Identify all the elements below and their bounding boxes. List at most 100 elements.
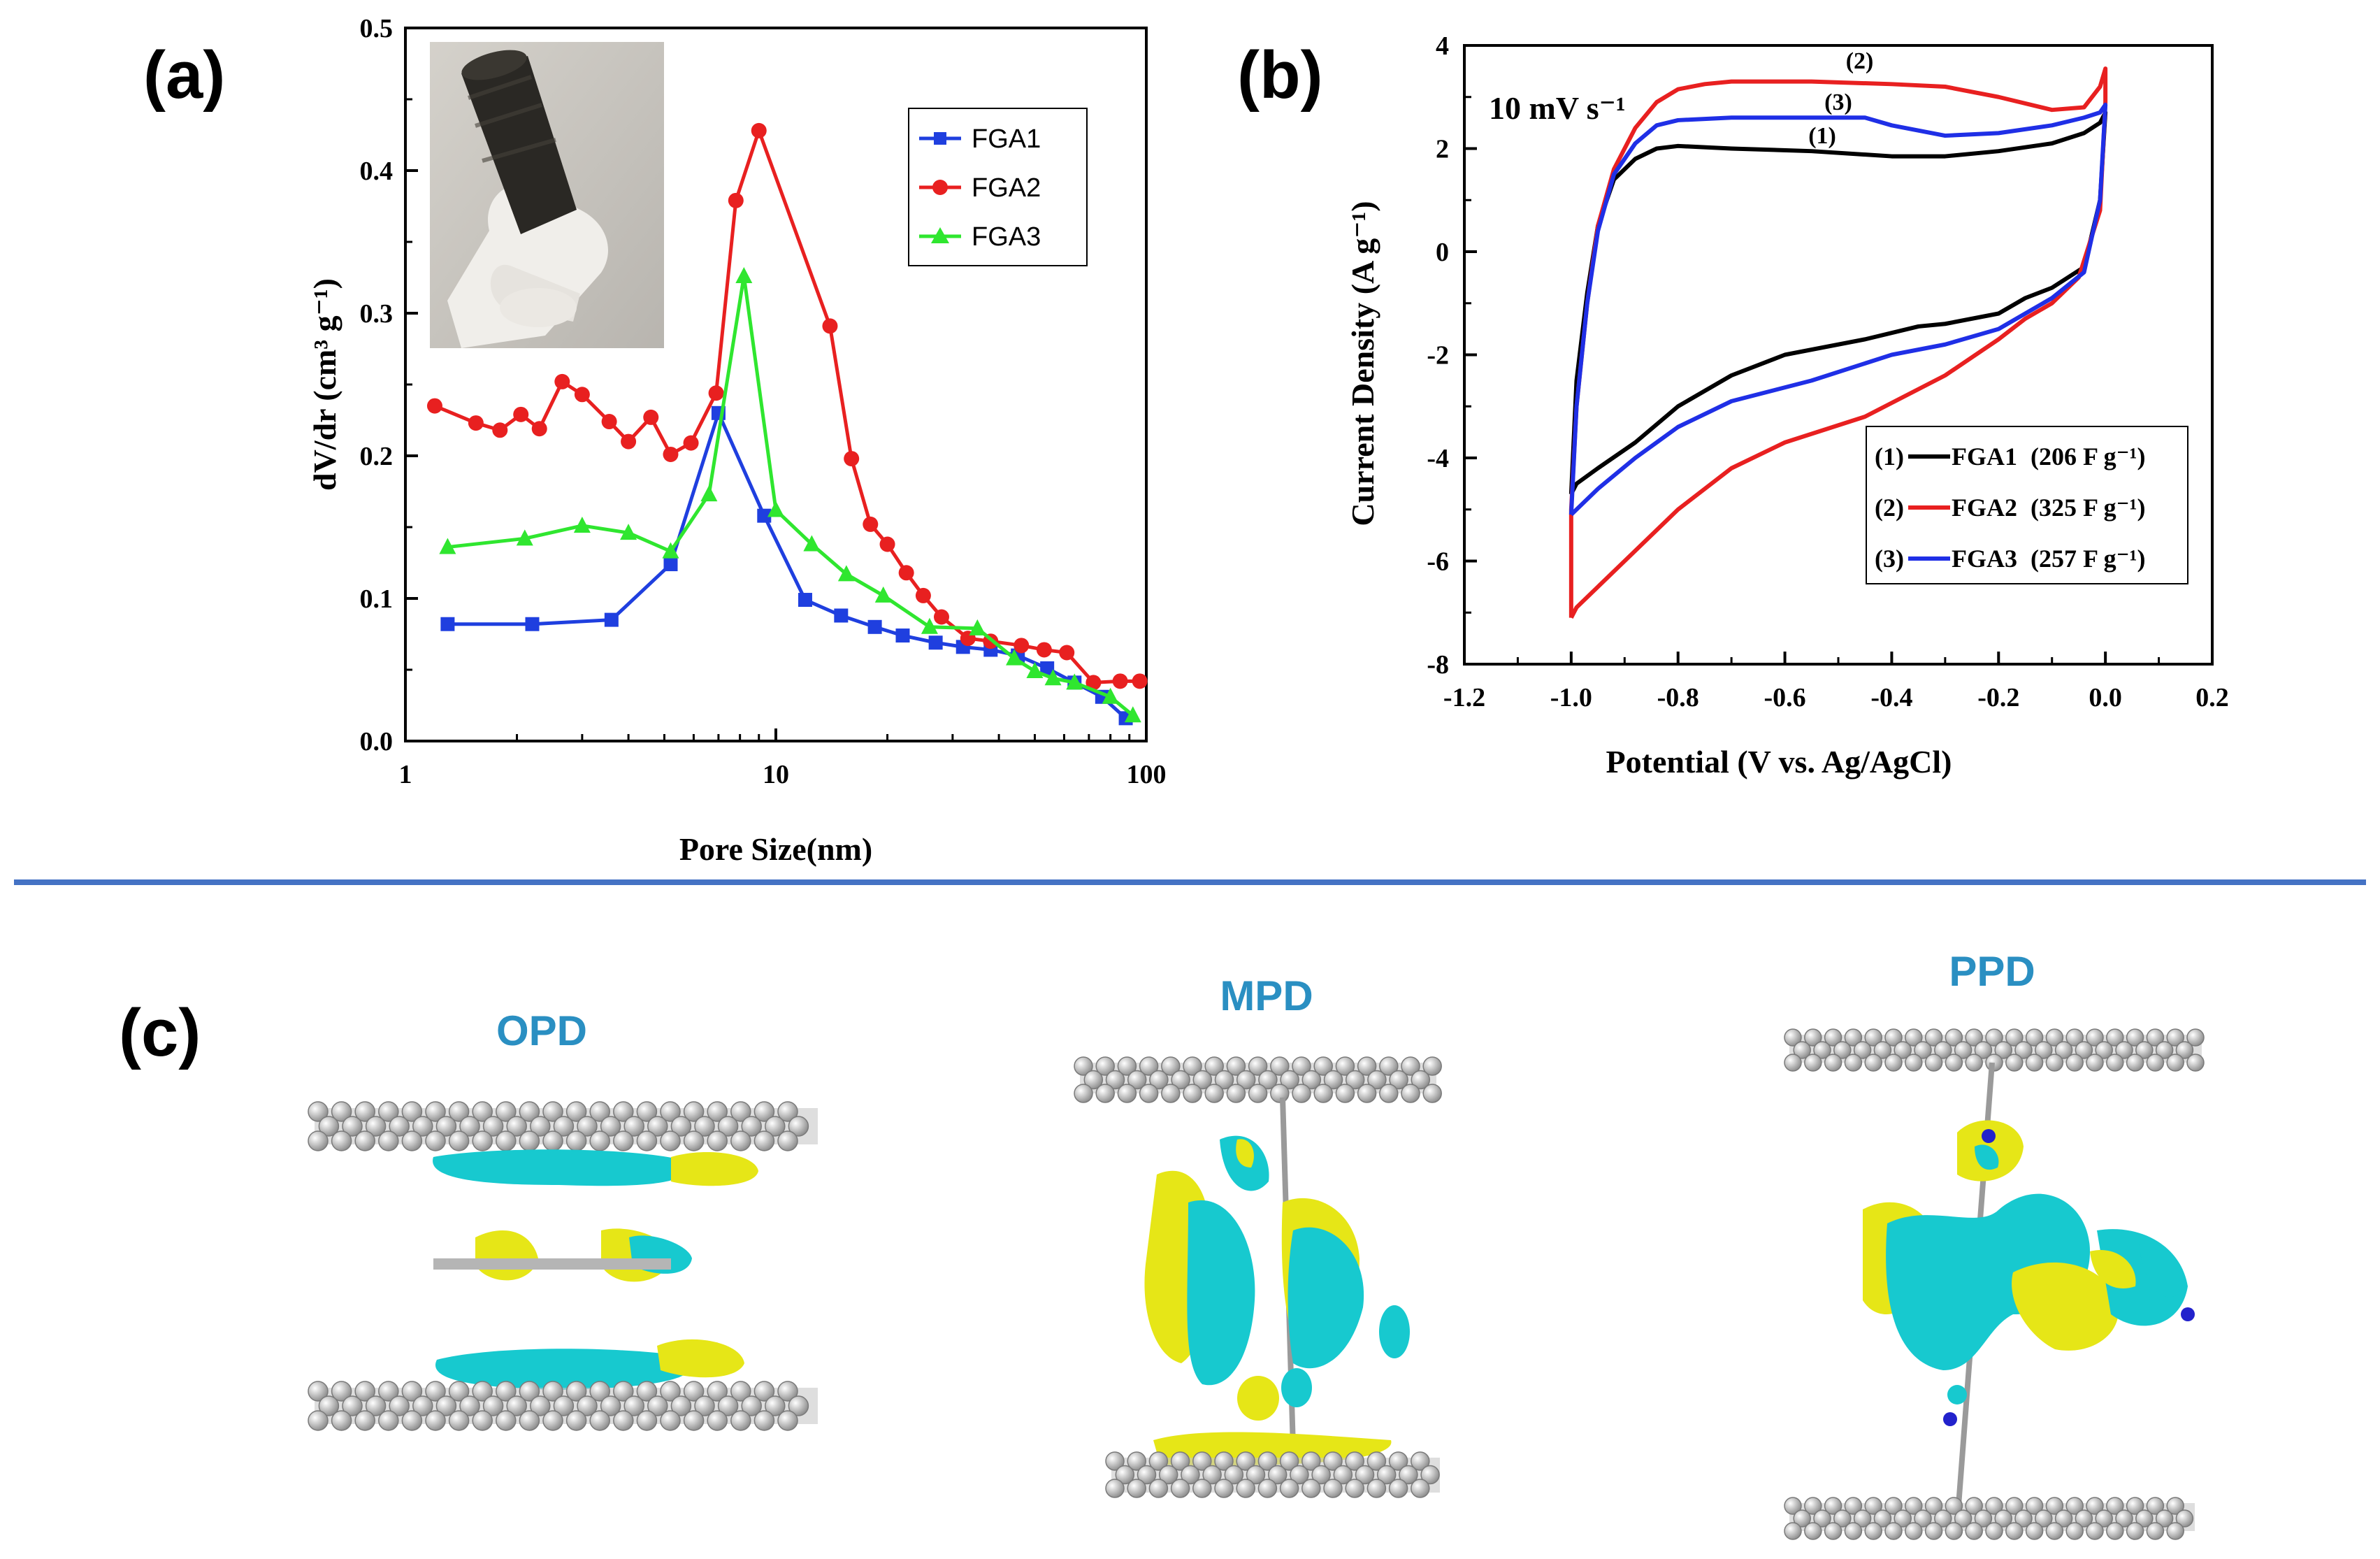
carbon-atom	[1965, 1054, 1983, 1072]
chart-a-point-fga2	[601, 414, 617, 430]
carbon-atom	[1248, 1084, 1268, 1103]
chart-a: 1 10 100 0.0 0.1 0.2 0.3 0.4 0.5 Pore Size(nm) d…	[307, 14, 1167, 867]
carbon-atom	[660, 1101, 681, 1122]
chart-b-legend: (1) FGA1 (206 F g⁻¹) (2) FGA2 (325 F g⁻¹…	[1866, 426, 2188, 584]
carbon-atom	[1105, 1451, 1125, 1471]
carbon-atom	[1246, 1465, 1266, 1485]
carbon-atom	[2166, 1522, 2184, 1540]
carbon-atom	[777, 1410, 798, 1431]
carbon-atom	[1333, 1465, 1353, 1485]
chart-a-point-fga3	[439, 538, 456, 554]
chart-a-ytick-label: 0.2	[360, 442, 394, 471]
carbon-atom	[1945, 1028, 1963, 1047]
carbon-atom	[777, 1130, 798, 1151]
carbon-atom	[1214, 1479, 1234, 1498]
carbon-atom	[2115, 1041, 2133, 1059]
carbon-atom	[565, 1381, 587, 1402]
carbon-atom	[2146, 1028, 2165, 1047]
carbon-atom	[753, 1381, 775, 1402]
carbon-atom	[435, 1395, 457, 1416]
carbon-atom	[519, 1101, 540, 1122]
carbon-atom	[496, 1410, 517, 1431]
carbon-atom	[1422, 1084, 1442, 1103]
carbon-atom	[389, 1395, 410, 1416]
carbon-atom	[1924, 1497, 1943, 1515]
carbon-atom	[2095, 1509, 2113, 1528]
chart-a-point-fga2	[574, 387, 590, 403]
chart-b-xtick-label: -0.6	[1764, 683, 1805, 712]
carbon-atom	[730, 1381, 751, 1402]
carbon-atom	[472, 1130, 493, 1151]
carbon-atom	[623, 1395, 644, 1416]
carbon-atom	[331, 1381, 352, 1402]
carbon-atom	[553, 1116, 575, 1137]
carbon-atom	[647, 1116, 668, 1137]
chart-a-point-fga3	[767, 501, 784, 517]
carbon-atom	[1236, 1479, 1255, 1498]
carbon-atom	[1824, 1028, 1842, 1047]
carbon-atom	[2086, 1054, 2104, 1072]
carbon-atom	[1192, 1070, 1213, 1090]
carbon-atom	[354, 1410, 375, 1431]
carbon-atom	[2005, 1054, 2024, 1072]
carbon-atom	[2025, 1522, 2044, 1540]
chart-a-point-fga1	[604, 612, 619, 627]
carbon-atom	[1833, 1041, 1852, 1059]
legend-marker-fga1	[934, 132, 946, 145]
carbon-atom	[1884, 1522, 1903, 1540]
chart-a-point-fga1	[928, 635, 943, 650]
chart-a-point-fga2	[621, 433, 637, 450]
carbon-atom	[2166, 1054, 2184, 1072]
carbon-atom	[2054, 1509, 2073, 1528]
chart-b-ytick-label: 2	[1436, 135, 1449, 164]
carbon-atom	[1357, 1056, 1377, 1076]
carbon-atom	[1813, 1041, 1831, 1059]
carbon-atom	[765, 1395, 786, 1416]
carbon-atom	[1366, 1479, 1387, 1498]
carbon-atom	[730, 1130, 751, 1151]
carbon-atom	[1292, 1084, 1311, 1103]
carbon-atom	[2126, 1054, 2144, 1072]
carbon-atom	[2106, 1522, 2124, 1540]
chart-a-point-fga3	[662, 542, 679, 559]
carbon-atom	[412, 1395, 433, 1416]
carbon-atom	[1784, 1054, 1802, 1072]
chart-a-point-fga2	[468, 415, 484, 431]
carbon-atom	[1236, 1451, 1255, 1471]
chart-a-point-fga1	[834, 608, 849, 623]
mpd-isosurface-cyan-right	[1288, 1227, 1364, 1369]
carbon-atom	[565, 1130, 587, 1151]
carbon-atom	[683, 1381, 705, 1402]
chart-a-point-fga3	[969, 619, 986, 635]
chart-a-point-fga2	[426, 398, 442, 414]
carbon-atom	[1864, 1054, 1882, 1072]
chart-a-point-fga1	[798, 593, 812, 608]
carbon-atom	[589, 1101, 610, 1122]
carbon-atom	[378, 1101, 399, 1122]
carbon-atom	[741, 1395, 762, 1416]
carbon-atom	[318, 1395, 340, 1416]
carbon-atom	[1994, 1041, 2012, 1059]
carbon-atom	[600, 1116, 621, 1137]
chart-a-point-fga3	[1026, 662, 1044, 679]
carbon-atom	[1148, 1479, 1169, 1498]
carbon-atom	[1905, 1497, 1923, 1515]
carbon-atom	[1784, 1522, 1802, 1540]
legend-label-fga1: FGA1	[972, 124, 1041, 154]
chart-a-point-fga2	[1059, 645, 1075, 661]
carbon-atom	[753, 1410, 775, 1431]
carbon-atom	[1844, 1028, 1863, 1047]
carbon-atom	[788, 1395, 809, 1416]
chart-a-legend: FGA1 FGA2 FGA3	[908, 108, 1088, 266]
carbon-atom	[777, 1101, 798, 1122]
carbon-atom	[1824, 1522, 1842, 1540]
carbon-atom	[1214, 1070, 1234, 1090]
carbon-atom	[1290, 1465, 1309, 1485]
carbon-atom	[1236, 1070, 1256, 1090]
carbon-atom	[636, 1101, 658, 1122]
carbon-atom	[542, 1101, 563, 1122]
carbon-atom	[577, 1116, 598, 1137]
carbon-atom	[365, 1395, 387, 1416]
carbon-atom	[2106, 1028, 2124, 1047]
carbon-atom	[1301, 1479, 1321, 1498]
